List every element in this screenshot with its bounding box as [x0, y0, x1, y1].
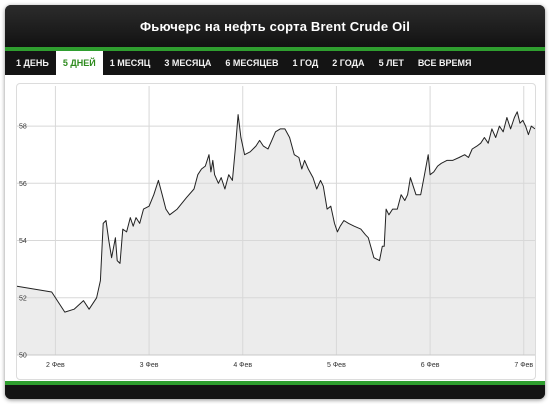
- price-chart: 50 52 54 56 58 2 Фев 3 Фев 4 Фев 5 Фев 6 Фев 7 Фев: [17, 86, 535, 369]
- y-tick-label: 54: [19, 238, 27, 245]
- period-tabs: 1 ДЕНЬ 5 ДНЕЙ 1 МЕСЯЦ 3 МЕСЯЦА 6 МЕСЯЦЕВ…: [5, 51, 545, 75]
- accent-stripe-bottom: [5, 381, 545, 385]
- tab-5-days[interactable]: 5 ДНЕЙ: [55, 51, 103, 75]
- page-title: Фьючерс на нефть сорта Brent Crude Oil: [139, 18, 411, 34]
- tab-3-months[interactable]: 3 МЕСЯЦА: [164, 58, 212, 68]
- chart-widget: Фьючерс на нефть сорта Brent Crude Oil 1…: [5, 5, 545, 399]
- tab-all-time[interactable]: ВСЕ ВРЕМЯ: [417, 58, 472, 68]
- series-area: [17, 111, 535, 355]
- tab-1-year[interactable]: 1 ГОД: [292, 58, 319, 68]
- tab-5-years[interactable]: 5 ЛЕТ: [378, 58, 404, 68]
- widget-footer: [5, 381, 545, 399]
- chart-panel: 50 52 54 56 58 2 Фев 3 Фев 4 Фев 5 Фев 6 Фев 7 Фев: [5, 75, 545, 381]
- tab-1-day[interactable]: 1 ДЕНЬ: [16, 58, 49, 68]
- tab-2-years[interactable]: 2 ГОДА: [332, 58, 365, 68]
- x-tick-label: 6 Фев: [421, 362, 440, 369]
- x-tick-label: 3 Фев: [140, 362, 159, 369]
- y-tick-label: 50: [19, 353, 27, 360]
- accent-stripe-top: [5, 47, 545, 51]
- x-tick-label: 7 Фев: [514, 362, 533, 369]
- tab-6-months[interactable]: 6 МЕСЯЦЕВ: [225, 58, 279, 68]
- x-tick-label: 4 Фев: [233, 362, 252, 369]
- y-tick-label: 56: [19, 181, 27, 188]
- x-tick-label: 2 Фев: [46, 362, 65, 369]
- series-line: [17, 111, 535, 313]
- y-tick-label: 58: [19, 124, 27, 131]
- y-tick-label: 52: [19, 295, 27, 302]
- tab-1-month[interactable]: 1 МЕСЯЦ: [109, 58, 151, 68]
- x-tick-label: 5 Фев: [327, 362, 346, 369]
- chart-frame: 50 52 54 56 58 2 Фев 3 Фев 4 Фев 5 Фев 6 Фев 7 Фев: [16, 83, 536, 380]
- widget-header: Фьючерс на нефть сорта Brent Crude Oil: [5, 5, 545, 47]
